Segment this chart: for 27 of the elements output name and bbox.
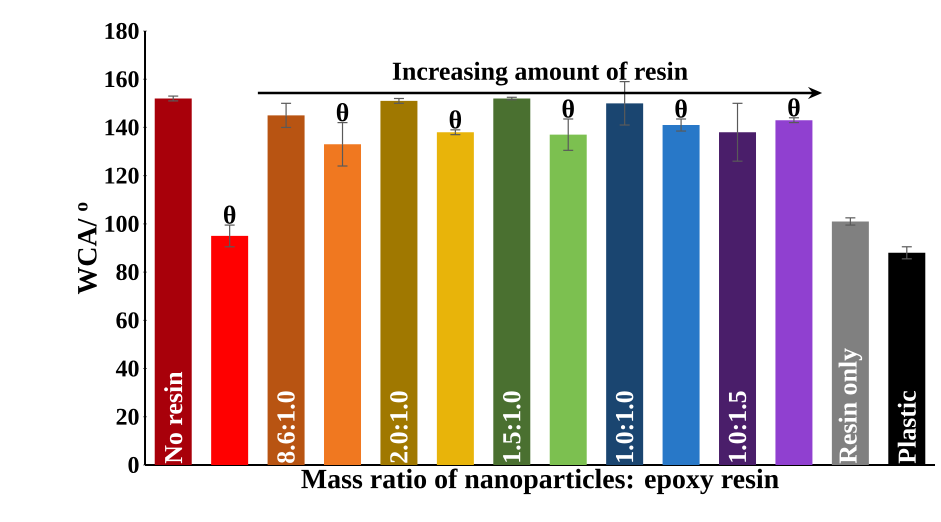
data-label: θ [675,99,687,118]
data-label: θ [450,110,462,129]
data-label: θ [562,99,574,118]
x-tick-label: 1.0:1.0 [616,391,634,462]
y-tick-label: 120 [106,168,139,184]
y-tick-label: 100 [106,216,139,232]
y-tick-label: 20 [116,408,139,425]
y-tick-label: 60 [116,312,139,328]
y-tick-label: 40 [116,360,139,377]
x-tick-label: Plastic [898,391,916,464]
annotation: Increasing amount of resin [392,62,688,86]
y-tick-label: 160 [106,71,139,88]
y-tick-label: 180 [106,22,139,40]
x-tick-label: Resin only [838,348,862,464]
y-tick-label: 80 [116,264,139,280]
x-axis-title: Mass ratio of nanoparticles: epoxy resin [301,468,779,494]
data-label: θ [788,98,800,117]
data-label: θ [336,103,348,122]
x-tick-label: 2.0:1.0 [390,391,408,463]
x-tick-label: 1.0:1.5 [728,391,746,462]
x-tick-label: 1.5:1.0 [502,391,521,462]
y-tick-label: 140 [106,119,139,136]
x-tick-label: 8.6:1.0 [277,391,295,463]
data-label: θ [224,206,236,224]
x-tick-label: No resin [164,372,182,464]
y-axis-title: WCA/ $^{o}$ [78,202,97,294]
y-tick-label: 0 [128,456,139,474]
